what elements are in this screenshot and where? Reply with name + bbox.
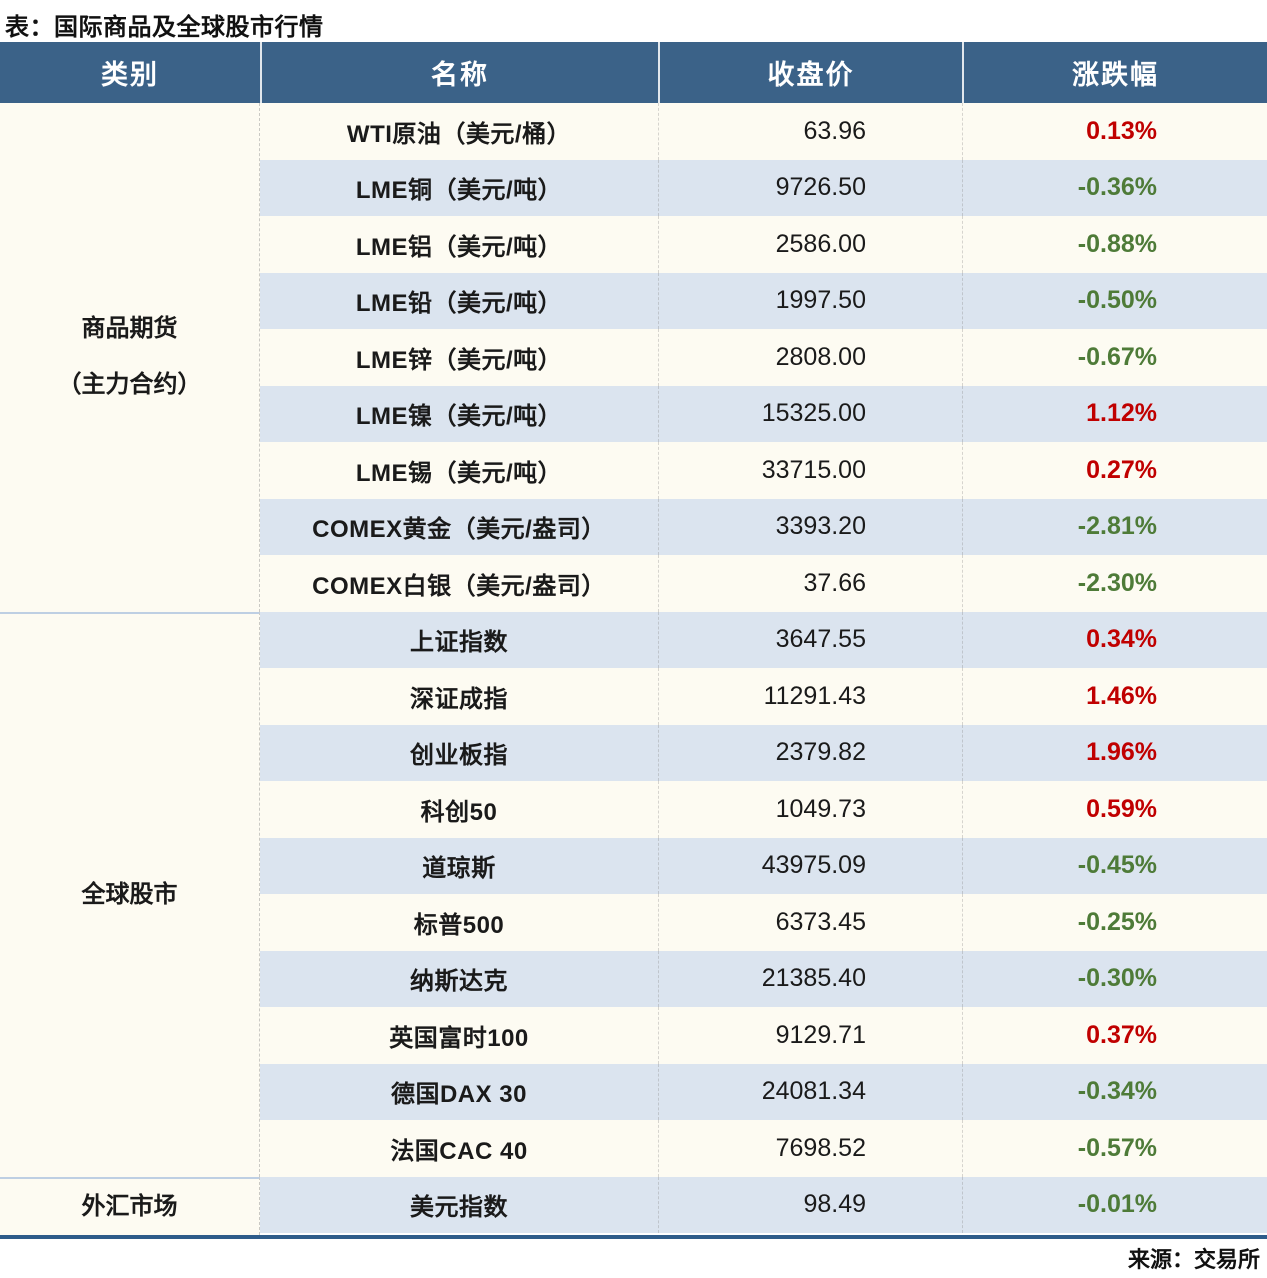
change-percent: 1.46%: [962, 668, 1267, 725]
change-percent: 0.13%: [962, 103, 1267, 160]
group-rows: 上证指数 3647.55 0.34% 深证成指 11291.43 1.46% 创业板指 237…: [260, 611, 1267, 1177]
group-rows: WTI原油（美元/桶） 63.96 0.13% LME铜（美元/吨） 9726.50 -0…: [260, 103, 1267, 612]
instrument-name: COMEX白银（美元/盎司）: [312, 572, 606, 600]
table-row: 纳斯达克 21385.40 -0.30%: [260, 950, 1267, 1008]
instrument-name: 法国CAC 40: [390, 1137, 528, 1165]
table-header: 类别 名称 收盘价 涨跌幅: [0, 42, 1267, 104]
instrument-name: 上证指数: [410, 629, 508, 657]
category-group: 外汇市场 美元指数 98.49 -0.01%: [0, 1176, 1267, 1235]
instrument-name: LME锡（美元/吨）: [355, 459, 563, 487]
close-price: 43975.09: [658, 837, 962, 895]
table-body: 商品期货 （主力合约） WTI原油（美元/桶） 63.96 0.13% LME铜（美元/…: [0, 103, 1267, 1235]
close-price: 2808.00: [658, 329, 962, 386]
close-price: 33715.00: [658, 442, 962, 499]
table-row: 英国富时100 9129.71 0.37%: [260, 1007, 1267, 1064]
table-row: 美元指数 98.49 -0.01%: [260, 1176, 1267, 1234]
close-price: 3647.55: [658, 611, 962, 669]
close-price: 9726.50: [658, 159, 962, 217]
group-rows: 美元指数 98.49 -0.01%: [260, 1176, 1267, 1235]
close-price: 1049.73: [658, 781, 962, 838]
table-row: LME铝（美元/吨） 2586.00 -0.88%: [260, 216, 1267, 273]
instrument-name: 美元指数: [410, 1194, 508, 1222]
instrument-name: 英国富时100: [389, 1024, 529, 1052]
table-row: 德国DAX 30 24081.34 -0.34%: [260, 1063, 1267, 1121]
change-percent: 0.59%: [962, 781, 1267, 838]
instrument-name: WTI原油（美元/桶）: [346, 120, 572, 148]
change-percent: -0.88%: [962, 216, 1267, 273]
close-price: 11291.43: [658, 668, 962, 725]
table-row: 法国CAC 40 7698.52 -0.57%: [260, 1120, 1267, 1177]
column-header-category: 类别: [101, 60, 159, 91]
category-cell: 全球股市: [0, 611, 260, 1177]
change-percent: 0.34%: [962, 611, 1267, 669]
table-row: WTI原油（美元/桶） 63.96 0.13%: [260, 103, 1267, 160]
table-row: 创业板指 2379.82 1.96%: [260, 724, 1267, 782]
close-price: 9129.71: [658, 1007, 962, 1064]
instrument-name: 德国DAX 30: [390, 1081, 528, 1109]
instrument-name: 深证成指: [410, 685, 508, 713]
instrument-name: LME铜（美元/吨）: [355, 177, 563, 205]
table-row: COMEX白银（美元/盎司） 37.66 -2.30%: [260, 555, 1267, 612]
instrument-name: LME铝（美元/吨）: [355, 233, 563, 261]
table-bottom-border: [0, 1234, 1267, 1239]
close-price: 37.66: [658, 555, 962, 612]
change-percent: -0.57%: [962, 1120, 1267, 1177]
change-percent: -0.34%: [962, 1063, 1267, 1121]
change-percent: 0.27%: [962, 442, 1267, 499]
instrument-name: LME镍（美元/吨）: [355, 403, 563, 431]
instrument-name: 标普500: [413, 911, 505, 939]
column-header-change: 涨跌幅: [962, 42, 1267, 104]
instrument-name: COMEX黄金（美元/盎司）: [312, 516, 606, 544]
close-price: 6373.45: [658, 894, 962, 951]
change-percent: -0.30%: [962, 950, 1267, 1008]
close-price: 1997.50: [658, 272, 962, 330]
category-cell: 商品期货 （主力合约）: [0, 103, 260, 612]
change-percent: 0.37%: [962, 1007, 1267, 1064]
change-percent: 1.96%: [962, 724, 1267, 782]
table-row: 上证指数 3647.55 0.34%: [260, 611, 1267, 669]
change-percent: -2.81%: [962, 498, 1267, 556]
table-row: LME镍（美元/吨） 15325.00 1.12%: [260, 385, 1267, 443]
table-row: LME铜（美元/吨） 9726.50 -0.36%: [260, 159, 1267, 217]
column-header-close: 收盘价: [658, 42, 962, 104]
instrument-name: LME锌（美元/吨）: [355, 346, 563, 374]
category-cell: 外汇市场: [0, 1176, 260, 1235]
close-price: 2379.82: [658, 724, 962, 782]
source-note: 来源：交易所: [1127, 1247, 1260, 1273]
instrument-name: 创业板指: [410, 742, 508, 770]
table-row: 科创50 1049.73 0.59%: [260, 781, 1267, 838]
change-percent: -0.45%: [962, 837, 1267, 895]
change-percent: -0.36%: [962, 159, 1267, 217]
table-row: LME铅（美元/吨） 1997.50 -0.50%: [260, 272, 1267, 330]
close-price: 21385.40: [658, 950, 962, 1008]
change-percent: -0.25%: [962, 894, 1267, 951]
close-price: 63.96: [658, 103, 962, 160]
instrument-name: 科创50: [420, 798, 498, 826]
category-group: 商品期货 （主力合约） WTI原油（美元/桶） 63.96 0.13% LME铜（美元/…: [0, 103, 1267, 612]
table-row: 标普500 6373.45 -0.25%: [260, 894, 1267, 951]
table-row: 道琼斯 43975.09 -0.45%: [260, 837, 1267, 895]
close-price: 2586.00: [658, 216, 962, 273]
close-price: 3393.20: [658, 498, 962, 556]
change-percent: -2.30%: [962, 555, 1267, 612]
category-group: 全球股市 上证指数 3647.55 0.34% 深证成指 11291.43 1.46% 创业板…: [0, 611, 1267, 1177]
table-title: 表：国际商品及全球股市行情: [5, 14, 324, 41]
table-row: LME锡（美元/吨） 33715.00 0.27%: [260, 442, 1267, 499]
table-row: LME锌（美元/吨） 2808.00 -0.67%: [260, 329, 1267, 386]
close-price: 15325.00: [658, 385, 962, 443]
column-header-name: 名称: [260, 42, 658, 104]
change-percent: 1.12%: [962, 385, 1267, 443]
table-row: COMEX黄金（美元/盎司） 3393.20 -2.81%: [260, 498, 1267, 556]
instrument-name: 纳斯达克: [410, 968, 508, 996]
change-percent: -0.50%: [962, 272, 1267, 330]
close-price: 7698.52: [658, 1120, 962, 1177]
change-percent: -0.01%: [962, 1176, 1267, 1234]
instrument-name: 道琼斯: [422, 855, 496, 883]
close-price: 24081.34: [658, 1063, 962, 1121]
change-percent: -0.67%: [962, 329, 1267, 386]
table-row: 深证成指 11291.43 1.46%: [260, 668, 1267, 725]
instrument-name: LME铅（美元/吨）: [355, 290, 563, 318]
close-price: 98.49: [658, 1176, 962, 1234]
